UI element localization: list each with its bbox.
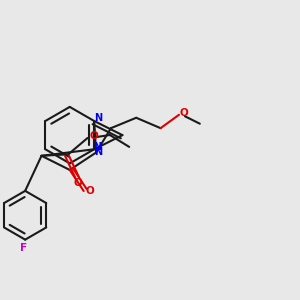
Text: O: O: [180, 108, 189, 118]
Text: N: N: [94, 147, 103, 157]
Text: O: O: [86, 186, 94, 196]
Text: O: O: [74, 178, 82, 188]
Text: N: N: [94, 142, 102, 152]
Text: O: O: [89, 131, 98, 142]
Text: F: F: [20, 243, 27, 253]
Text: N: N: [94, 113, 103, 123]
